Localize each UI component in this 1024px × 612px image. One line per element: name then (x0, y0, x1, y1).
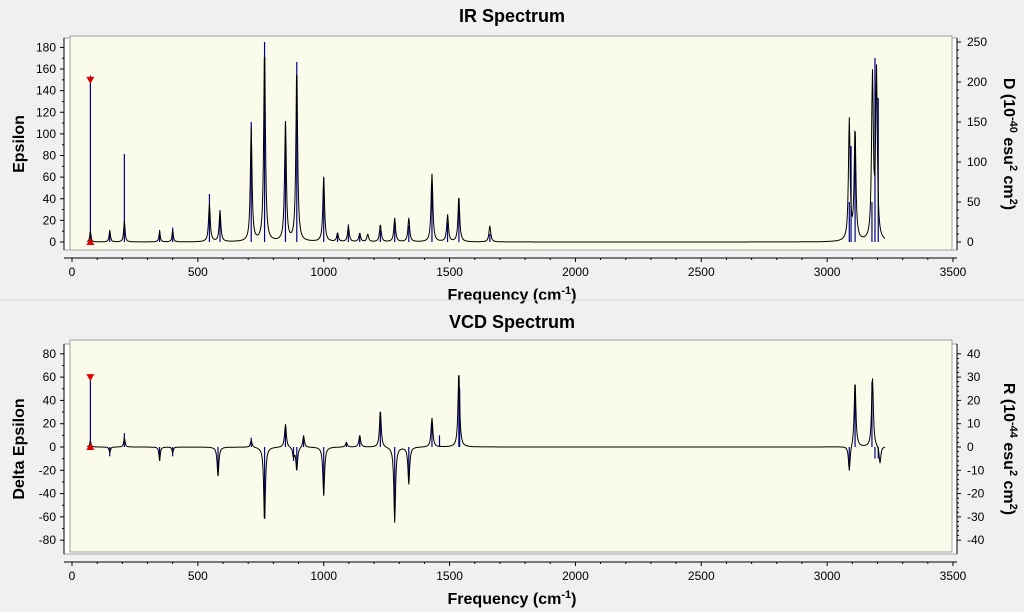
ir-spectrum-panel: IR Spectrum 0 20 40 60 80 100 120 140 160 180 0 50 10… (11, 6, 1019, 304)
y2-axis-label: D (10-40 esu2 cm2) (1000, 78, 1019, 210)
x-tick-label: 500 (188, 569, 208, 583)
y2-tick-label: 100 (967, 155, 987, 169)
x-tick-label: 3000 (814, 569, 841, 583)
chart-title: IR Spectrum (459, 6, 565, 26)
y2-tick-label: 0 (967, 440, 974, 454)
marker-top-triangle (86, 76, 95, 84)
y-tick-label: 0 (49, 235, 56, 249)
x-axis-label: Frequency (cm-1) (448, 589, 577, 608)
y2-tick-label: -30 (967, 510, 985, 524)
x-tick-label: 0 (69, 265, 76, 279)
y2-tick-label: 250 (967, 35, 987, 49)
y-tick-label: 140 (36, 84, 56, 98)
y2-tick-label: 0 (967, 235, 974, 249)
y-tick-label: -80 (39, 533, 57, 547)
y-tick-label: 160 (36, 62, 56, 76)
x-tick-label: 3000 (814, 265, 841, 279)
y2-tick-label: 40 (967, 347, 981, 361)
y2-tick-label: 50 (967, 195, 981, 209)
x-tick-label: 2000 (562, 569, 589, 583)
y2-tick-label: 20 (967, 393, 981, 407)
x-tick-label: 2000 (562, 265, 589, 279)
y-tick-label: 0 (49, 440, 56, 454)
vcd-spectrum-panel: VCD Spectrum -80 -60 -40 -20 0 20 40 60 80 -40 -30 -… (11, 312, 1019, 608)
y2-tick-label: -20 (967, 487, 985, 501)
plot-area (69, 339, 953, 553)
y2-tick-label: -10 (967, 463, 985, 477)
y-tick-label: 60 (43, 370, 57, 384)
y-tick-label: 80 (43, 347, 57, 361)
x-tick-label: 2500 (688, 265, 715, 279)
marker-top-triangle (86, 374, 95, 382)
y-tick-label: 40 (43, 192, 57, 206)
y-tick-label: 20 (43, 213, 57, 227)
marker-bottom-triangle (86, 238, 95, 245)
y2-tick-label: -40 (967, 533, 985, 547)
x-tick-label: 1000 (310, 569, 337, 583)
y-tick-label: 180 (36, 40, 56, 54)
y-tick-label: 40 (43, 393, 57, 407)
y2-tick-label: 10 (967, 417, 981, 431)
x-tick-label: 1000 (310, 265, 337, 279)
y2-axis-label: R (10-44 esu2 cm2) (1000, 383, 1019, 515)
y-tick-label: 120 (36, 105, 56, 119)
x-tick-label: 2500 (688, 569, 715, 583)
y-tick-label: -20 (39, 463, 57, 477)
y-axis-label: Delta Epsilon (11, 398, 28, 499)
y-tick-label: 100 (36, 127, 56, 141)
y2-tick-label: 30 (967, 370, 981, 384)
marker-bottom-triangle (86, 443, 95, 450)
y-tick-label: 20 (43, 417, 57, 431)
y-tick-label: -60 (39, 510, 57, 524)
y-tick-label: 60 (43, 170, 57, 184)
y2-tick-label: 150 (967, 115, 987, 129)
x-tick-label: 1500 (436, 569, 463, 583)
x-tick-label: 3500 (940, 265, 967, 279)
plot-area (69, 35, 953, 251)
y-tick-label: -40 (39, 487, 57, 501)
x-tick-label: 1500 (436, 265, 463, 279)
y-tick-label: 80 (43, 149, 57, 163)
y-axis-label: Epsilon (11, 115, 28, 173)
y2-tick-label: 200 (967, 75, 987, 89)
x-tick-label: 3500 (940, 569, 967, 583)
x-tick-label: 0 (69, 569, 76, 583)
x-axis-label: Frequency (cm-1) (448, 285, 577, 304)
spectrum-line (87, 375, 886, 523)
spectrum-line (86, 57, 886, 243)
x-tick-label: 500 (188, 265, 208, 279)
chart-title: VCD Spectrum (449, 312, 575, 332)
